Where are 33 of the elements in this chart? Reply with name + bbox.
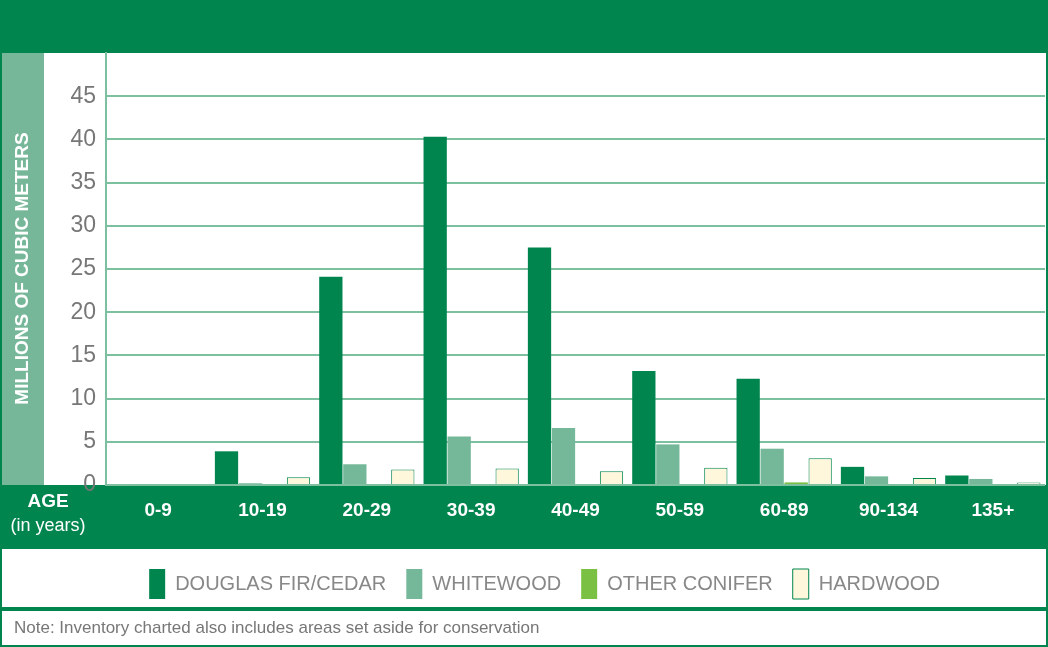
x-tick-label: 20-29 [342, 498, 392, 520]
x-axis-title: AGE (in years) [10, 490, 86, 535]
x-tick-label: 40-49 [551, 498, 600, 520]
legend-label: WHITEWOOD [432, 571, 562, 594]
x-tick-label: 50-59 [655, 498, 705, 520]
bar [945, 475, 969, 484]
bar [423, 136, 447, 484]
y-tick-label: 30 [70, 211, 96, 238]
x-tick-label: 90-134 [858, 498, 919, 520]
y-tick-label: 35 [70, 167, 96, 194]
x-tick-label: 0-9 [144, 498, 172, 520]
x-tick-label: 10-19 [238, 498, 287, 520]
bar [736, 378, 760, 484]
y-tick-label: 25 [70, 254, 96, 281]
y-tick-label: 45 [70, 81, 96, 108]
legend-label: DOUGLAS FIR/CEDAR [175, 571, 387, 594]
bar [527, 247, 552, 484]
x-tick-label: 60-89 [759, 498, 809, 520]
y-tick-label: 15 [70, 340, 96, 367]
legend-label: HARDWOOD [818, 571, 940, 594]
bar [319, 276, 343, 484]
y-axis-title: MILLIONS OF CUBIC METERS [11, 132, 33, 405]
y-tick-label: 20 [70, 297, 96, 324]
text: Note: Inventory charted also includes areas set aside for conservation [0, 609, 1048, 647]
x-tick-label: 30-39 [446, 498, 496, 520]
y-tick-label: 5 [83, 427, 96, 454]
legend-label: OTHER CONIFER [607, 571, 773, 594]
bar [840, 466, 865, 484]
bar [214, 451, 239, 484]
y-tick-label: 40 [70, 124, 96, 151]
x-tick-label: 135+ [971, 498, 1015, 520]
y-tick-label: 10 [70, 383, 96, 410]
bar [632, 370, 656, 484]
